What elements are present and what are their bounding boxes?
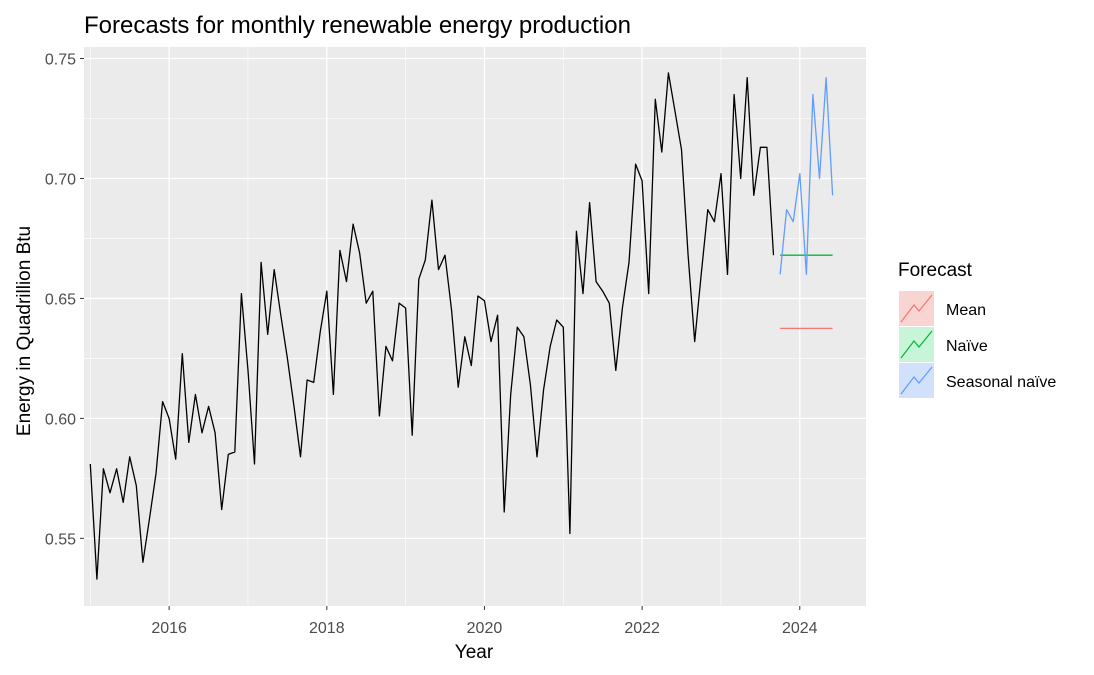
y-tick-label: 0.70 — [45, 171, 76, 188]
legend-key-line — [900, 294, 933, 323]
grid-lines — [84, 47, 866, 606]
y-axis: 0.55 0.60 0.65 0.70 0.75 — [45, 52, 84, 548]
x-tick-label: 2022 — [624, 620, 660, 637]
series-layer — [89, 72, 834, 580]
observed-series-line — [89, 72, 775, 580]
y-tick-label: 0.65 — [45, 291, 76, 308]
legend-label: Seasonal naïve — [946, 374, 1056, 391]
legend-key-line — [900, 330, 933, 359]
y-tick-label: 0.55 — [45, 531, 76, 548]
legend: Forecast Mean Naïve Seasonal naïve — [898, 260, 1056, 398]
x-axis: 2016 2018 2020 2022 2024 — [151, 606, 818, 637]
x-tick-label: 2016 — [151, 620, 187, 637]
legend-key-line — [900, 366, 933, 395]
legend-title: Forecast — [898, 260, 973, 281]
chart-title: Forecasts for monthly renewable energy p… — [84, 12, 631, 39]
y-tick-label: 0.75 — [45, 52, 76, 69]
x-axis-title: Year — [455, 642, 494, 663]
x-tick-label: 2018 — [309, 620, 345, 637]
y-axis-title: Energy in Quadrillion Btu — [14, 226, 35, 436]
x-tick-label: 2020 — [467, 620, 503, 637]
y-tick-label: 0.60 — [45, 411, 76, 428]
legend-label: Naïve — [946, 338, 988, 355]
forecast-line-seasonal-na-ve — [779, 77, 834, 276]
x-tick-label: 2024 — [782, 620, 818, 637]
legend-label: Mean — [946, 302, 986, 319]
